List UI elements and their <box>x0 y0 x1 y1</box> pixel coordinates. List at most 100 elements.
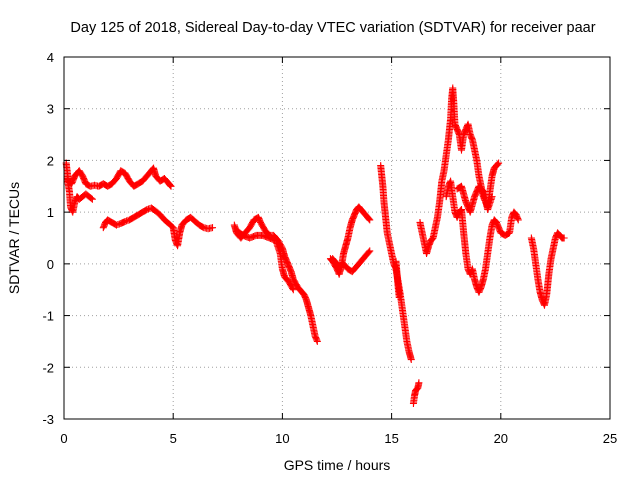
data-point-fill <box>286 279 297 292</box>
data-point-fill <box>105 180 115 190</box>
data-point-fill <box>454 209 463 220</box>
data-point-fill <box>96 180 106 190</box>
data-point-fill <box>83 191 92 200</box>
data-point-fill <box>179 217 189 228</box>
data-point-fill <box>502 229 512 239</box>
data-point-fill <box>440 153 450 173</box>
data-point-fill <box>532 261 542 282</box>
data-series-3 <box>99 204 217 250</box>
data-point-fill <box>109 219 119 228</box>
data-point-fill <box>428 235 436 244</box>
data-point-fill <box>412 385 421 394</box>
data-point-fill <box>281 253 290 264</box>
data-point-fill <box>166 221 176 231</box>
data-point-fill <box>255 215 264 225</box>
data-point <box>289 286 297 294</box>
data-point-fill <box>530 246 540 266</box>
data-point-fill <box>192 218 202 228</box>
y-tick-label: 0 <box>47 257 54 272</box>
y-tick-label: 3 <box>47 102 54 117</box>
data-series-13 <box>453 182 496 216</box>
data-point-fill <box>76 193 85 202</box>
y-tick-label: 2 <box>47 153 54 168</box>
y-tick-label: -3 <box>42 412 54 427</box>
data-point-fill <box>356 204 364 213</box>
x-tick-label: 15 <box>384 431 398 446</box>
data-point-fill <box>197 222 207 231</box>
x-tick-label: 5 <box>170 431 177 446</box>
data-series-6 <box>326 203 374 278</box>
data-point-fill <box>364 214 373 223</box>
data-point-fill <box>349 263 360 275</box>
data-point-fill <box>123 216 132 225</box>
y-axis-title: SDTVAR / TECUs <box>6 182 22 294</box>
data-point-fill <box>436 179 446 204</box>
data-point-fill <box>486 173 496 194</box>
data-point <box>488 193 496 201</box>
chart-title: Day 125 of 2018, Sidereal Day-to-day VTE… <box>70 20 595 36</box>
data-point-fill <box>135 178 146 187</box>
data-point-fill <box>109 176 120 187</box>
data-point-fill <box>118 167 128 177</box>
data-point-fill <box>399 308 408 328</box>
data-point-fill <box>92 182 101 190</box>
data-point-fill <box>201 224 211 232</box>
data-point-fill <box>454 127 463 137</box>
data-point-fill <box>299 289 308 298</box>
data-point-fill <box>80 191 89 200</box>
data-point-fill <box>188 214 198 224</box>
data-point-fill <box>114 220 123 229</box>
data-point-fill <box>144 168 154 179</box>
data-point-fill <box>491 162 500 171</box>
x-tick-label: 10 <box>275 431 289 446</box>
data-point-fill <box>513 212 522 223</box>
x-axis-title: GPS time / hours <box>284 457 391 473</box>
data-point <box>366 216 374 224</box>
data-series-7 <box>329 247 374 276</box>
data-point-fill <box>88 182 97 190</box>
data-point-fill <box>72 170 80 179</box>
data-series-1 <box>62 159 175 190</box>
data-series-5 <box>233 226 297 294</box>
data-point-fill <box>285 264 295 274</box>
x-tick-label: 25 <box>603 431 617 446</box>
data-point <box>209 224 217 232</box>
data-point-fill <box>473 158 483 178</box>
data-point-fill <box>358 253 369 264</box>
data-point-fill <box>401 323 411 344</box>
data-point <box>167 182 175 190</box>
data-point-fill <box>476 183 486 194</box>
data-point-fill <box>127 214 137 223</box>
data-point-fill <box>139 173 150 184</box>
data-point-fill <box>153 208 163 218</box>
data-point-fill <box>493 160 502 169</box>
data-point <box>495 159 503 167</box>
data-point-fill <box>86 193 95 202</box>
data-point-fill <box>144 205 154 213</box>
data-point-fill <box>354 258 364 269</box>
data-point-fill <box>467 132 476 142</box>
data-point-fill <box>498 229 508 239</box>
data-point-fill <box>442 137 452 158</box>
x-tick-label: 0 <box>60 431 67 446</box>
data-point-fill <box>122 171 133 184</box>
data-point-fill <box>83 180 93 190</box>
data-point <box>514 216 522 224</box>
data-point-fill <box>157 212 168 223</box>
data-point-fill <box>281 274 292 285</box>
data-point-fill <box>460 127 469 137</box>
data-point <box>313 337 321 345</box>
data-series-2 <box>63 175 96 216</box>
data-point <box>88 195 96 203</box>
data-point <box>560 234 568 242</box>
data-point-fill <box>246 217 257 230</box>
axis-ticks: 0 5 10 15 20 25 -3 -2 -1 0 1 2 3 4 <box>42 50 617 446</box>
data-point-fill <box>458 184 469 204</box>
data-point-fill <box>100 180 111 190</box>
data-point-fill <box>358 206 366 215</box>
data-point-fill <box>491 217 500 226</box>
data-point <box>415 379 423 387</box>
data-point-fill <box>100 220 109 230</box>
data-point-fill <box>451 122 461 132</box>
